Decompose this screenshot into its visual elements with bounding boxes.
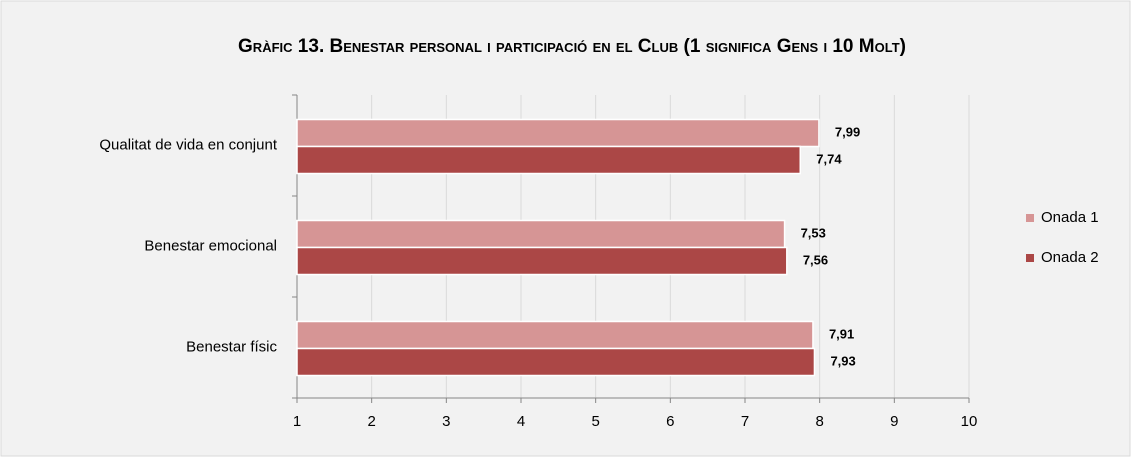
legend-label: Onada 1 bbox=[1041, 209, 1099, 226]
value-label: 7,53 bbox=[801, 225, 826, 240]
x-tick-label: 4 bbox=[517, 413, 525, 430]
x-tick-label: 10 bbox=[961, 413, 978, 430]
value-label: 7,93 bbox=[830, 353, 855, 368]
bar bbox=[296, 347, 816, 377]
x-tick-label: 6 bbox=[666, 413, 674, 430]
value-label: 7,91 bbox=[829, 326, 854, 341]
legend-swatch bbox=[1026, 214, 1034, 222]
value-label: 7,99 bbox=[835, 124, 860, 139]
bar bbox=[296, 320, 814, 350]
x-tick-label: 9 bbox=[890, 413, 898, 430]
chart-title: Gràfic 13. Benestar personal i participa… bbox=[238, 36, 906, 57]
x-tick-label: 2 bbox=[367, 413, 375, 430]
x-tick-label: 1 bbox=[293, 413, 301, 430]
y-tick-label: Benestar físic bbox=[186, 338, 277, 355]
legend-label: Onada 2 bbox=[1041, 249, 1099, 266]
x-tick-label: 7 bbox=[741, 413, 749, 430]
x-tick-label: 8 bbox=[815, 413, 823, 430]
bar bbox=[296, 219, 786, 249]
value-label: 7,74 bbox=[816, 151, 842, 166]
legend-swatch bbox=[1026, 254, 1034, 262]
bar bbox=[296, 145, 802, 175]
y-tick-label: Benestar emocional bbox=[144, 237, 277, 254]
bar bbox=[296, 246, 788, 276]
y-tick-label: Qualitat de vida en conjunt bbox=[99, 136, 277, 153]
bar bbox=[296, 118, 820, 148]
x-tick-label: 5 bbox=[591, 413, 599, 430]
value-label: 7,56 bbox=[803, 252, 828, 267]
x-tick-label: 3 bbox=[442, 413, 450, 430]
